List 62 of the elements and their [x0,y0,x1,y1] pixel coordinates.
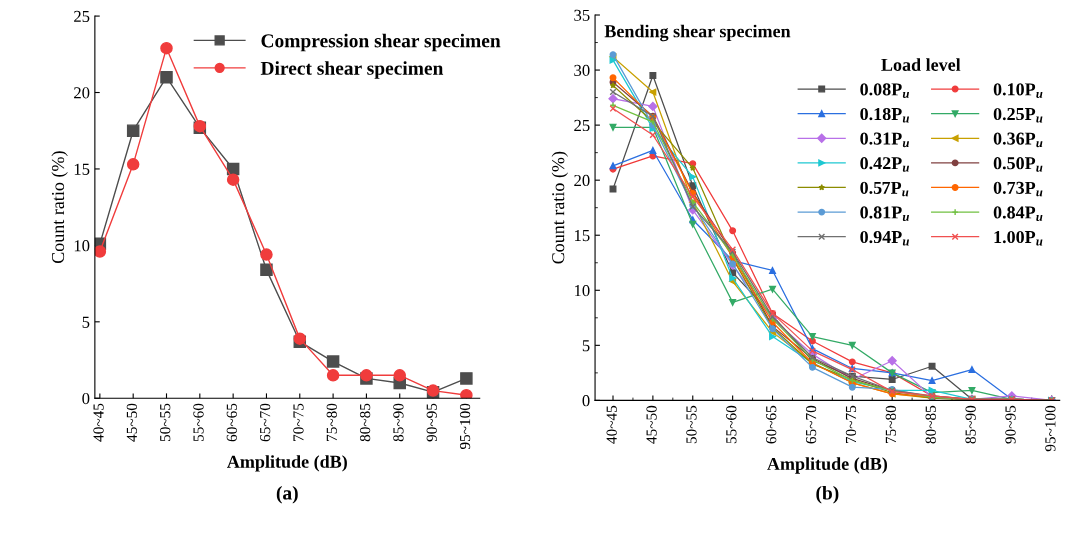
x-tick-label: 65~70 [805,405,817,444]
x-tick-label: 90~95 [426,403,437,442]
x-tick-label: 60~65 [226,403,237,442]
y-tick-label: 5 [582,340,590,352]
legend-label: Compression shear specimen [261,33,501,52]
legend-label: 1.00P$_{u}$ [994,230,1043,246]
legend-label: 0.10P$_{u}$ [993,83,1043,98]
x-tick-label: 90~95 [1005,405,1016,444]
legend-label: 0.25P$_{u}$ [993,107,1043,123]
y-tick-label: 20 [574,174,590,187]
y-tick-label: 35 [574,9,590,21]
legend-label: 0.31P$_{u}$ [860,132,910,148]
x-tick-label: 50~55 [686,405,697,444]
x-tick-label: 45~50 [646,405,657,444]
legend-label: 0.36P$_{u}$ [993,132,1043,148]
chart-title: Bending shear specimen [604,24,791,42]
x-tick-label: 75~80 [885,405,896,444]
y-axis-title: Count ratio (%) [51,151,68,264]
text: (a) [276,485,298,504]
y-tick-label: 30 [574,64,590,77]
y-axis-title: Count ratio (%) [551,151,568,264]
text: (b) [816,485,839,504]
x-tick-label: 55~60 [193,403,204,442]
x-tick-label: 45~50 [126,403,138,442]
x-axis-title: Amplitude (dB) [767,457,888,474]
legend-label: 0.94P$_{u}$ [860,230,910,246]
legend-label: 0.73P$_{u}$ [993,181,1043,197]
legend-label: 0.57P$_{u}$ [860,181,909,197]
y-tick-label: 25 [74,10,90,23]
legend-label: 0.84P$_{u}$ [993,206,1043,221]
x-axis-title: Amplitude (dB) [227,455,347,472]
x-tick-label: 95~100 [459,403,471,450]
x-tick-label: 80~85 [359,403,371,442]
y-tick-label: 20 [74,87,90,99]
x-tick-label: 70~75 [845,405,857,444]
x-tick-label: 50~55 [160,403,171,442]
legend-label: 0.08P$_{u}$ [860,83,910,98]
x-tick-label: 85~90 [393,403,404,442]
legend-label: Direct shear specimen [260,61,444,79]
x-tick-label: 95~100 [1045,405,1056,452]
x-tick-label: 85~90 [965,405,976,444]
y-tick-label: 25 [574,119,590,132]
y-tick-label: 0 [582,395,590,407]
x-tick-label: 80~85 [925,405,936,444]
legend-label: 0.81P$_{u}$ [860,206,910,221]
x-tick-label: 65~70 [259,403,271,442]
y-tick-label: 10 [74,240,90,252]
y-tick-label: 15 [74,163,90,175]
y-tick-label: 10 [574,284,590,297]
legend-title: Load level [881,58,961,71]
legend-label: 0.18P$_{u}$ [860,107,910,123]
x-tick-label: 75~80 [326,403,337,441]
x-tick-label: 55~60 [726,405,737,444]
legend-label: 0.50P$_{u}$ [993,157,1043,172]
x-tick-label: 40~45 [606,405,617,444]
legend-label: 0.42P$_{u}$ [860,157,910,172]
x-tick-label: 40~45 [93,403,104,442]
y-tick-label: 0 [82,392,90,405]
x-tick-label: 60~65 [766,405,777,444]
y-tick-label: 5 [82,316,90,328]
y-tick-label: 15 [574,230,590,242]
x-tick-label: 70~75 [293,403,304,441]
